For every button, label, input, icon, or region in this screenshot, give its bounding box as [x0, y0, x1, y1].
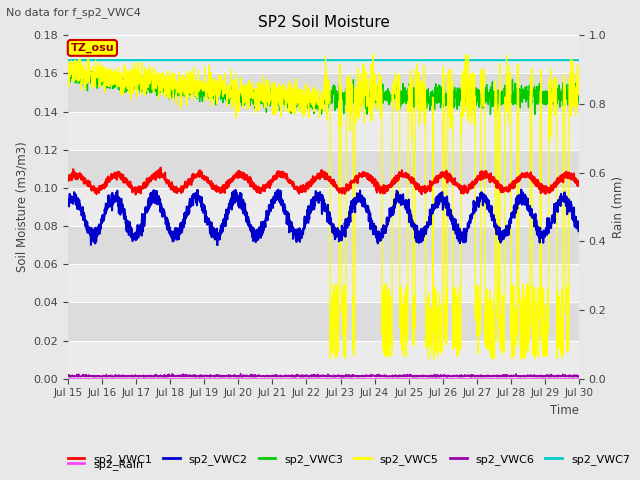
Bar [68, 226, 579, 264]
Bar [68, 36, 579, 73]
Bar [68, 188, 579, 226]
Y-axis label: Soil Moisture (m3/m3): Soil Moisture (m3/m3) [15, 142, 28, 273]
Bar [68, 264, 579, 302]
Legend: sp2_Rain: sp2_Rain [63, 455, 148, 474]
Text: No data for f_sp2_VWC4: No data for f_sp2_VWC4 [6, 7, 141, 18]
Legend: sp2_VWC1, sp2_VWC2, sp2_VWC3, sp2_VWC5, sp2_VWC6, sp2_VWC7: sp2_VWC1, sp2_VWC2, sp2_VWC3, sp2_VWC5, … [63, 450, 634, 469]
Bar [68, 150, 579, 188]
Y-axis label: Rain (mm): Rain (mm) [612, 176, 625, 238]
Bar [68, 73, 579, 112]
Bar [68, 302, 579, 341]
Bar [68, 341, 579, 379]
Text: TZ_osu: TZ_osu [70, 43, 114, 53]
Title: SP2 Soil Moisture: SP2 Soil Moisture [257, 15, 389, 30]
Bar [68, 112, 579, 150]
X-axis label: Time: Time [550, 404, 579, 417]
